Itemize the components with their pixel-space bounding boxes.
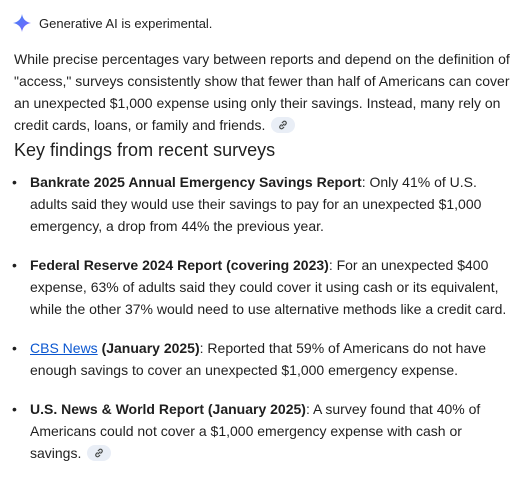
link-icon — [95, 448, 104, 458]
finding-item: • CBS News (January 2025): Reported that… — [0, 337, 508, 381]
finding-item: • Bankrate 2025 Annual Emergency Savings… — [0, 171, 508, 237]
finding-item: • U.S. News & World Report (January 2025… — [0, 398, 508, 464]
finding-item: • Federal Reserve 2024 Report (covering … — [0, 254, 508, 320]
bullet: • — [12, 340, 17, 356]
finding-source: Bankrate 2025 Annual Emergency Savings R… — [30, 174, 362, 190]
ai-overview: Generative AI is experimental. While pre… — [12, 14, 514, 462]
finding-text: : Only 41% of U.S. adults said they woul… — [30, 174, 482, 234]
finding-source: (January 2025) — [97, 340, 200, 356]
section-heading: Key findings from recent surveys — [14, 140, 276, 160]
findings-list: • Bankrate 2025 Annual Emergency Savings… — [0, 171, 520, 481]
finding-text: : Reported that 59% of Americans do not … — [30, 340, 487, 378]
source-link-chip[interactable] — [87, 445, 112, 462]
intro-paragraph: While precise percentages vary between r… — [14, 48, 514, 136]
bullet: • — [12, 257, 17, 273]
source-link-chip[interactable] — [271, 117, 296, 134]
cbs-news-link[interactable]: CBS News — [30, 340, 98, 356]
finding-source: U.S. News & World Report (January 2025) — [30, 401, 306, 417]
bullet: • — [12, 401, 17, 417]
bullet: • — [12, 174, 17, 190]
sparkle-icon — [13, 14, 31, 32]
link-icon — [279, 120, 288, 130]
finding-text: : For an unexpected $400 expense, 63% of… — [30, 257, 507, 317]
banner-text: Generative AI is experimental. — [39, 15, 213, 31]
experimental-banner: Generative AI is experimental. — [13, 14, 212, 32]
intro-text: While precise percentages vary between r… — [14, 51, 510, 133]
finding-source: Federal Reserve 2024 Report (covering 20… — [30, 257, 329, 273]
